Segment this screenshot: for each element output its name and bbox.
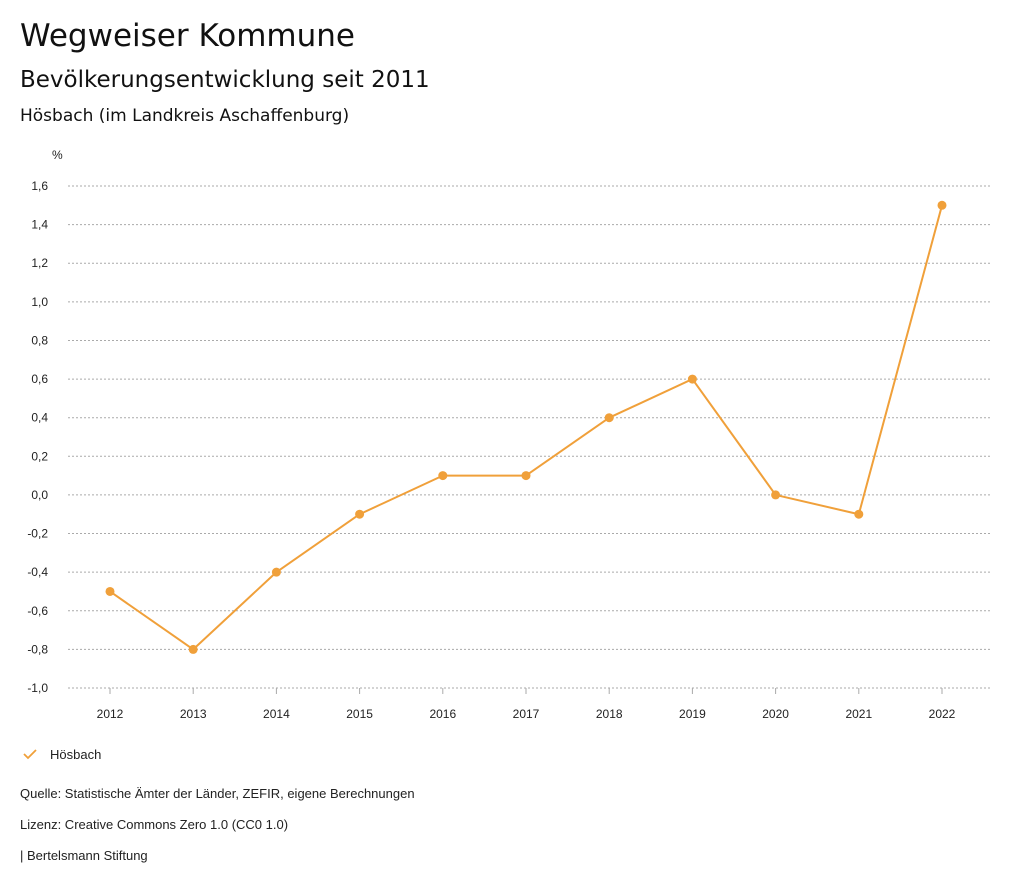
y-axis-unit-label: % xyxy=(52,148,63,162)
x-tick-label: 2015 xyxy=(346,707,373,721)
x-tick-label: 2013 xyxy=(180,707,207,721)
data-point xyxy=(438,471,448,481)
line-chart: % -1,0 -0,8 -0,6 -0,4 -0,2 0,0 0,2 0,4 0,6 0,8 1,0 1… xyxy=(27,148,990,721)
data-point xyxy=(188,644,198,654)
y-tick-label: -1,0 xyxy=(27,681,48,695)
publisher-note: | Bertelsmann Stiftung xyxy=(20,848,148,863)
x-tick-label: 2014 xyxy=(263,707,290,721)
y-tick-label: 0,4 xyxy=(31,411,48,425)
data-point xyxy=(271,567,281,577)
y-tick-label: -0,2 xyxy=(27,527,48,541)
x-tick-label: 2017 xyxy=(513,707,540,721)
data-point xyxy=(687,374,697,384)
data-point xyxy=(771,490,781,500)
y-tick-label: 1,4 xyxy=(31,218,48,232)
y-tick-label: -0,4 xyxy=(27,565,48,579)
region-title: Hösbach (im Landkreis Aschaffenburg) xyxy=(20,106,350,126)
x-tick-label: 2020 xyxy=(762,707,789,721)
chart-subtitle: Bevölkerungsentwicklung seit 2011 xyxy=(20,67,430,93)
data-point xyxy=(854,509,864,519)
data-point xyxy=(521,471,531,481)
source-note: Quelle: Statistische Ämter der Länder, Z… xyxy=(20,786,415,801)
check-icon xyxy=(23,749,37,760)
x-tick-label: 2016 xyxy=(429,707,456,721)
y-tick-label: 0,6 xyxy=(31,372,48,386)
y-tick-label: 0,8 xyxy=(31,333,48,347)
page-title: Wegweiser Kommune xyxy=(20,18,355,54)
data-point xyxy=(105,586,115,596)
data-point xyxy=(937,200,947,210)
y-tick-label: -0,6 xyxy=(27,604,48,618)
y-tick-label: 0,0 xyxy=(31,488,48,502)
data-point xyxy=(604,413,614,423)
y-tick-label: 1,2 xyxy=(31,256,48,270)
x-tick-label: 2021 xyxy=(845,707,872,721)
x-tick-label: 2012 xyxy=(97,707,124,721)
x-tick-label: 2022 xyxy=(929,707,956,721)
series-line xyxy=(109,205,943,651)
legend[interactable]: Hösbach xyxy=(22,744,101,764)
data-point xyxy=(355,509,365,519)
y-tick-label: 0,2 xyxy=(31,449,48,463)
legend-label: Hösbach xyxy=(50,746,102,762)
y-tick-label: 1,0 xyxy=(31,295,48,309)
y-tick-label: 1,6 xyxy=(31,179,48,193)
license-note: Lizenz: Creative Commons Zero 1.0 (CC0 1… xyxy=(20,817,289,832)
x-tick-label: 2019 xyxy=(679,707,706,721)
y-tick-label: -0,8 xyxy=(27,642,48,656)
x-tick-label: 2018 xyxy=(596,707,623,721)
